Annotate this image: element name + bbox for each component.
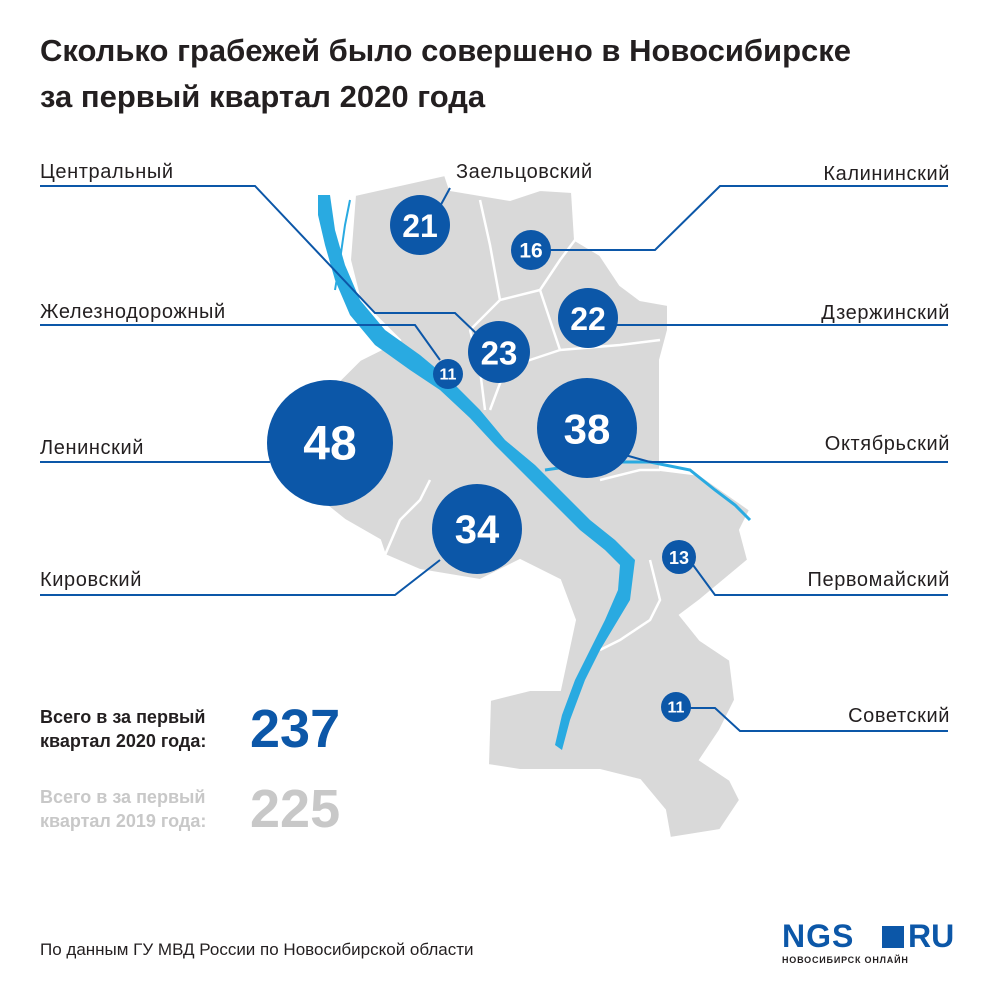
bubble-value-pervomaysky: 13 <box>669 548 689 568</box>
logo-domain: RU <box>908 918 955 954</box>
total-2020-line-1: Всего в за первый <box>40 707 206 727</box>
bubble-value-kalininsky: 16 <box>519 240 542 263</box>
bubble-value-leninsky: 48 <box>303 418 356 471</box>
label-oktyabrsky: Октябрьский <box>824 433 950 455</box>
logo-subtitle: НОВОСИБИРСК ОНЛАЙН <box>782 955 909 965</box>
bubble-value-dzerzhinsky: 22 <box>570 301 606 337</box>
leader-oktyabrsky <box>624 454 948 463</box>
label-sovetsky: Советский <box>848 705 950 727</box>
leader-zheleznodorozhny <box>40 324 441 361</box>
bubble-leninsky: 48 <box>267 380 393 506</box>
logo-square-icon <box>882 926 904 948</box>
logo-brand: NGS <box>782 918 855 954</box>
label-pervomaysky: Первомайский <box>807 569 950 591</box>
bubbles: 21 16 22 23 11 48 38 34 <box>267 195 696 722</box>
leader-lines <box>40 185 948 732</box>
total-2020-value: 237 <box>250 699 341 759</box>
leader-sovetsky <box>690 707 948 732</box>
total-2019-value: 225 <box>250 779 341 839</box>
leader-kirovsky <box>40 559 441 596</box>
bubble-kirovsky: 34 <box>432 484 522 574</box>
bubble-dzerzhinsky: 22 <box>558 288 618 348</box>
bubble-value-sovetsky: 11 <box>668 700 685 717</box>
bubble-pervomaysky: 13 <box>662 540 696 574</box>
leader-centralny <box>40 185 479 336</box>
label-leninsky: Ленинский <box>40 437 145 459</box>
label-dzerzhinsky: Дзержинский <box>821 302 950 324</box>
title-line-2: за первый квартал 2020 года <box>40 79 486 114</box>
bubble-value-kirovsky: 34 <box>455 508 500 552</box>
bubble-centralny: 23 <box>468 321 530 383</box>
bubble-value-centralny: 23 <box>481 335 518 372</box>
bubble-zheleznodorozhny: 11 <box>433 359 463 389</box>
label-kalininsky: Калининский <box>823 163 950 185</box>
river-channel <box>334 199 351 291</box>
total-2020-line-2: квартал 2020 года: <box>40 731 207 751</box>
ngs-logo: NGS RU НОВОСИБИРСК ОНЛАЙН <box>782 918 955 968</box>
leader-kalininsky <box>548 185 948 251</box>
title-line-1: Сколько грабежей было совершено в Новоси… <box>40 33 852 68</box>
bubble-value-zaeltsovsky: 21 <box>402 208 438 244</box>
bubble-zaeltsovsky: 21 <box>390 195 450 255</box>
label-zheleznodorozhny: Железнодорожный <box>40 301 226 323</box>
bubble-kalininsky: 16 <box>511 230 551 270</box>
leader-pervomaysky <box>692 564 948 596</box>
label-kirovsky: Кировский <box>40 569 142 591</box>
bubble-oktyabrsky: 38 <box>537 378 637 478</box>
label-centralny: Центральный <box>40 161 174 183</box>
bubble-sovetsky: 11 <box>661 692 691 722</box>
total-2019-line-2: квартал 2019 года: <box>40 811 207 831</box>
bubble-value-zheleznodorozhny: 11 <box>440 367 457 384</box>
label-zaeltsovsky: Заельцовский <box>456 161 593 183</box>
bubble-value-oktyabrsky: 38 <box>564 406 611 453</box>
total-2019-line-1: Всего в за первый <box>40 787 206 807</box>
source-note: По данным ГУ МВД России по Новосибирской… <box>40 940 474 959</box>
infographic-title: Сколько грабежей было совершено в Новоси… <box>40 28 960 120</box>
city-area <box>308 173 752 840</box>
